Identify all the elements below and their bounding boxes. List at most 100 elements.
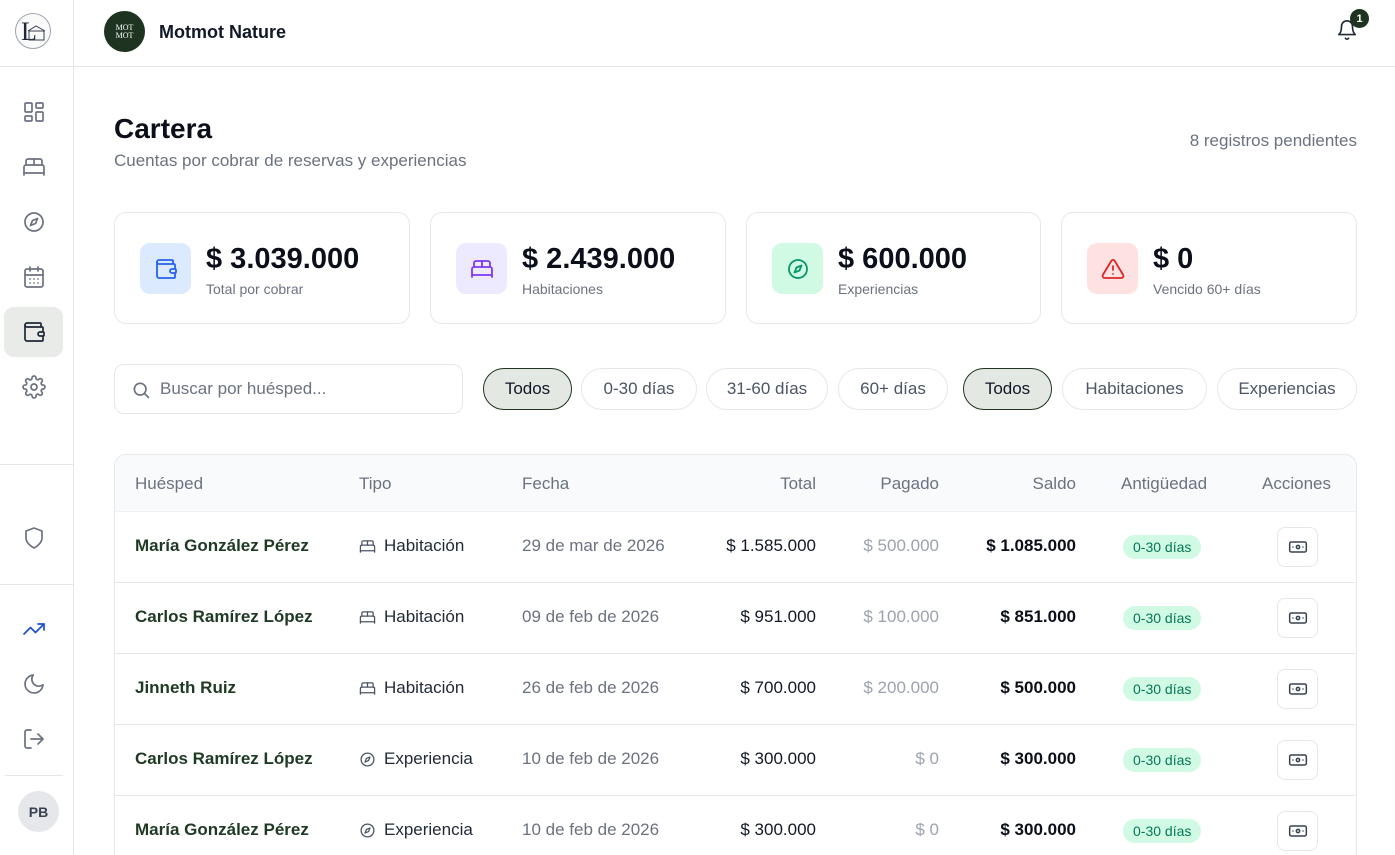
record-date: 10 de feb de 2026 [522,820,660,839]
stat-value: $ 3.039.000 [206,243,360,275]
search-box [114,364,463,414]
logout-icon [23,729,44,749]
column-header-paid[interactable]: Pagado [880,474,939,493]
record-total: $ 951.000 [740,607,816,626]
register-payment-button[interactable] [1277,811,1318,851]
moon-icon [23,674,44,694]
column-header-guest[interactable]: Huésped [135,474,204,493]
record-type: Habitación [359,536,464,556]
notifications-button[interactable] [1336,19,1360,43]
record-type-label: Habitación [384,678,465,697]
age-badge: 0-30 días [1123,677,1202,701]
gear-icon [21,375,46,399]
sidebar-divider [5,775,63,776]
calendar-icon [23,266,44,288]
stat-value: $ 600.000 [838,243,968,275]
search-input[interactable] [160,373,450,405]
logout-button[interactable] [4,714,63,764]
table-row[interactable]: María González Pérez Habitación 29 de ma… [115,512,1356,583]
nav-settings[interactable] [4,362,63,412]
record-balance: $ 851.000 [1000,607,1076,626]
nav-dashboard[interactable] [4,87,63,137]
column-header-date[interactable]: Fecha [522,474,570,493]
guest-name[interactable]: Jinneth Ruiz [135,678,237,697]
guest-name[interactable]: Carlos Ramírez López [135,607,313,626]
page-subtitle: Cuentas por cobrar de reservas y experie… [114,151,467,170]
theme-toggle[interactable] [4,659,63,709]
table-row[interactable]: Carlos Ramírez López Experiencia 10 de f… [115,725,1356,796]
table-row[interactable]: Jinneth Ruiz Habitación 26 de feb de 202… [115,654,1356,725]
compass-icon [23,212,44,232]
filter-type-experiences[interactable]: Experiencias [1217,368,1357,410]
stat-icon-box [140,243,191,294]
stat-card-total: $ 3.039.000 Total por cobrar [114,212,410,324]
record-paid: $ 500.000 [863,536,939,555]
nav-reports[interactable] [4,604,63,654]
wallet-icon [23,322,45,342]
age-badge: 0-30 días [1123,606,1202,630]
column-header-total[interactable]: Total [780,474,816,493]
banknote-icon [1288,825,1307,837]
guest-name[interactable]: Carlos Ramírez López [135,749,313,768]
stat-label: Vencido 60+ días [1153,281,1261,297]
stat-icon-box [456,243,507,294]
record-total: $ 700.000 [740,678,816,697]
record-type: Experiencia [359,820,473,840]
bed-icon [359,539,376,553]
record-type-label: Experiencia [384,749,473,768]
wallet-icon [155,258,177,279]
table-row[interactable]: María González Pérez Experiencia 10 de f… [115,796,1356,855]
nav-wallet[interactable] [4,307,63,357]
table-header: Huésped Tipo Fecha Total Pagado Saldo An… [115,455,1356,512]
bell-icon [1337,20,1357,40]
record-paid: $ 0 [915,749,939,768]
brand-name: Motmot Nature [159,22,286,42]
column-header-age[interactable]: Antigüedad [1121,474,1208,493]
filter-type-all[interactable]: Todos [963,368,1052,410]
register-payment-button[interactable] [1277,669,1318,709]
record-date: 26 de feb de 2026 [522,678,660,697]
brand-logo-text: MOT MOT [115,22,134,40]
nav-calendar[interactable] [4,252,63,302]
nav-admin[interactable] [4,513,63,563]
table-row[interactable]: Carlos Ramírez López Habitación 09 de fe… [115,583,1356,654]
hotel-logo[interactable]: L [15,13,51,49]
nav-experiences[interactable] [4,197,63,247]
stat-value: $ 2.439.000 [522,243,676,275]
guest-name[interactable]: María González Pérez [135,536,309,555]
top-header: MOT MOT Motmot Nature 1 [74,0,1395,67]
filter-age-60-plus[interactable]: 60+ días [838,368,948,410]
banknote-icon [1288,541,1307,553]
register-payment-button[interactable] [1277,598,1318,638]
sidebar: L PB [0,0,74,855]
record-total: $ 1.585.000 [726,536,816,555]
age-badge: 0-30 días [1123,535,1202,559]
filter-age-0-30[interactable]: 0-30 días [581,368,697,410]
filter-age-all[interactable]: Todos [483,368,572,410]
user-avatar[interactable]: PB [18,791,59,832]
record-paid: $ 200.000 [863,678,939,697]
brand-logo: MOT MOT [104,11,145,52]
record-type-label: Habitación [384,607,465,626]
stat-card-experiences: $ 600.000 Experiencias [746,212,1041,324]
record-total: $ 300.000 [740,749,816,768]
stat-label: Experiencias [838,281,919,297]
trending-up-icon [22,623,45,635]
bed-icon [22,158,45,176]
guest-name[interactable]: María González Pérez [135,820,309,839]
stat-icon-box [772,243,823,294]
record-date: 29 de mar de 2026 [522,536,665,555]
register-payment-button[interactable] [1277,740,1318,780]
filter-age-31-60[interactable]: 31-60 días [706,368,828,410]
record-balance: $ 1.085.000 [986,536,1076,555]
filter-type-rooms[interactable]: Habitaciones [1062,368,1207,410]
search-icon [133,382,150,399]
column-header-balance[interactable]: Saldo [1032,474,1076,493]
register-payment-button[interactable] [1277,527,1318,567]
nav-rooms[interactable] [4,142,63,192]
record-type-label: Experiencia [384,820,473,839]
column-header-type[interactable]: Tipo [359,474,392,493]
record-date: 09 de feb de 2026 [522,607,660,626]
notification-badge: 1 [1350,9,1369,28]
compass-icon [360,751,375,767]
